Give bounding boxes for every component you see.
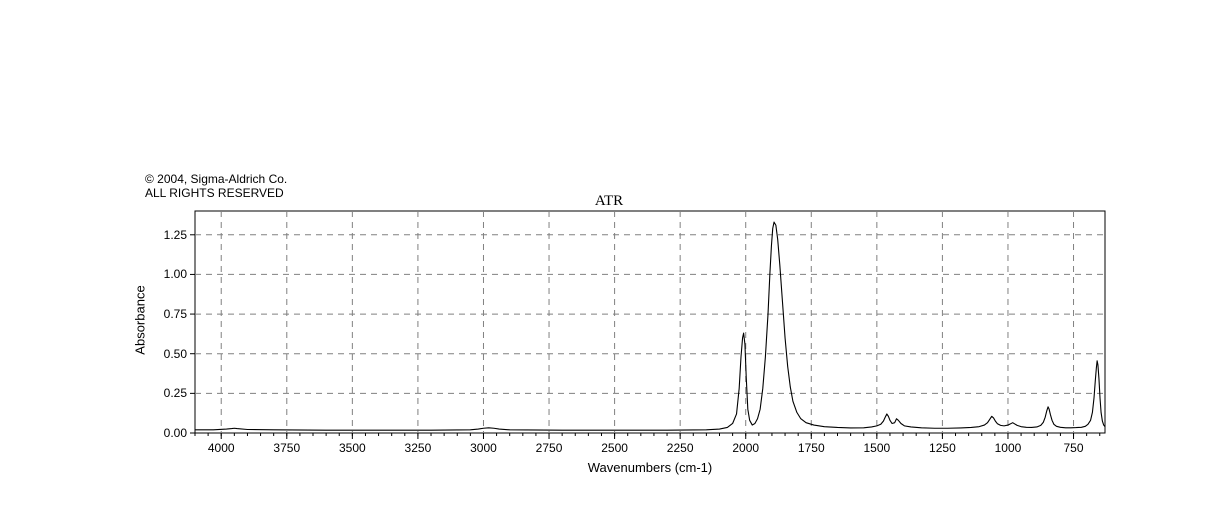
x-tick-label: 1000 [988,441,1028,455]
x-tick-label: 1250 [922,441,962,455]
x-tick-label: 750 [1054,441,1094,455]
x-tick-label: 2000 [726,441,766,455]
x-tick-label: 3000 [463,441,503,455]
x-tick-label: 1750 [791,441,831,455]
x-tick-label: 2500 [595,441,635,455]
y-tick-label: 0.25 [147,386,187,400]
x-tick-label: 3750 [267,441,307,455]
y-tick-label: 0.75 [147,307,187,321]
x-tick-label: 4000 [201,441,241,455]
y-tick-label: 0.50 [147,347,187,361]
x-tick-label: 1500 [857,441,897,455]
page-root: © 2004, Sigma-Aldrich Co. ALL RIGHTS RES… [0,0,1218,528]
y-tick-label: 1.25 [147,228,187,242]
y-tick-label: 0.00 [147,426,187,440]
x-tick-label: 3250 [398,441,438,455]
x-tick-label: 2750 [529,441,569,455]
x-tick-label: 2250 [660,441,700,455]
y-tick-label: 1.00 [147,267,187,281]
x-tick-label: 3500 [332,441,372,455]
